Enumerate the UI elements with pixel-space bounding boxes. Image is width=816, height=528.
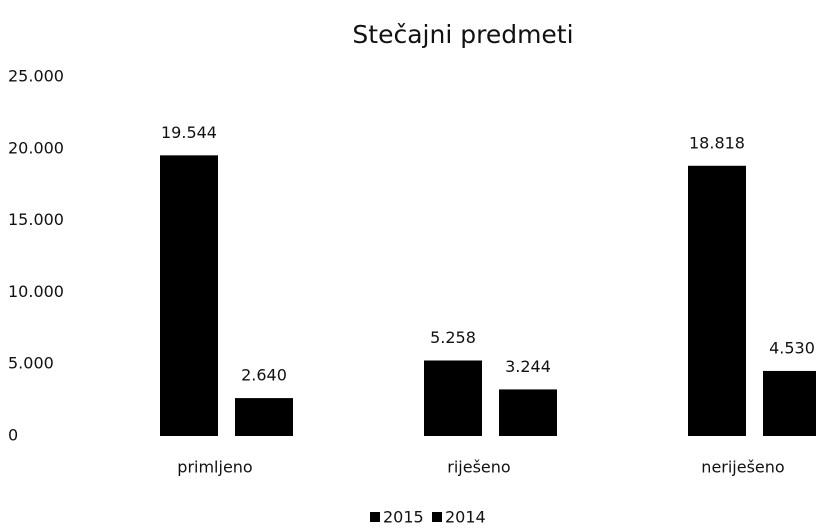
y-tick-label: 20.000 [8, 138, 64, 157]
legend-swatch [432, 512, 442, 522]
bar [424, 360, 482, 436]
chart-title: Stečajni predmeti [352, 20, 573, 49]
y-tick-label: 5.000 [8, 354, 54, 373]
bar [160, 155, 218, 437]
legend-label: 2014 [445, 508, 486, 527]
legend-label: 2015 [383, 508, 424, 527]
value-label: 18.818 [689, 133, 745, 152]
x-tick-label: neriješeno [701, 458, 784, 477]
value-label: 3.244 [505, 357, 551, 376]
bar [235, 398, 293, 436]
bar [763, 370, 816, 436]
x-tick-label: primljeno [177, 458, 252, 477]
value-label: 19.544 [161, 123, 217, 142]
bar [688, 165, 746, 437]
value-label: 2.640 [241, 366, 287, 385]
y-tick-label: 25.000 [8, 67, 64, 86]
x-tick-label: riješeno [447, 458, 510, 477]
value-label: 5.258 [430, 328, 476, 347]
y-tick-label: 15.000 [8, 210, 64, 229]
y-tick-label: 10.000 [8, 282, 64, 301]
legend-swatch [370, 512, 380, 522]
y-tick-label: 0 [8, 426, 18, 445]
bar [499, 389, 557, 436]
value-label: 4.530 [769, 338, 815, 357]
